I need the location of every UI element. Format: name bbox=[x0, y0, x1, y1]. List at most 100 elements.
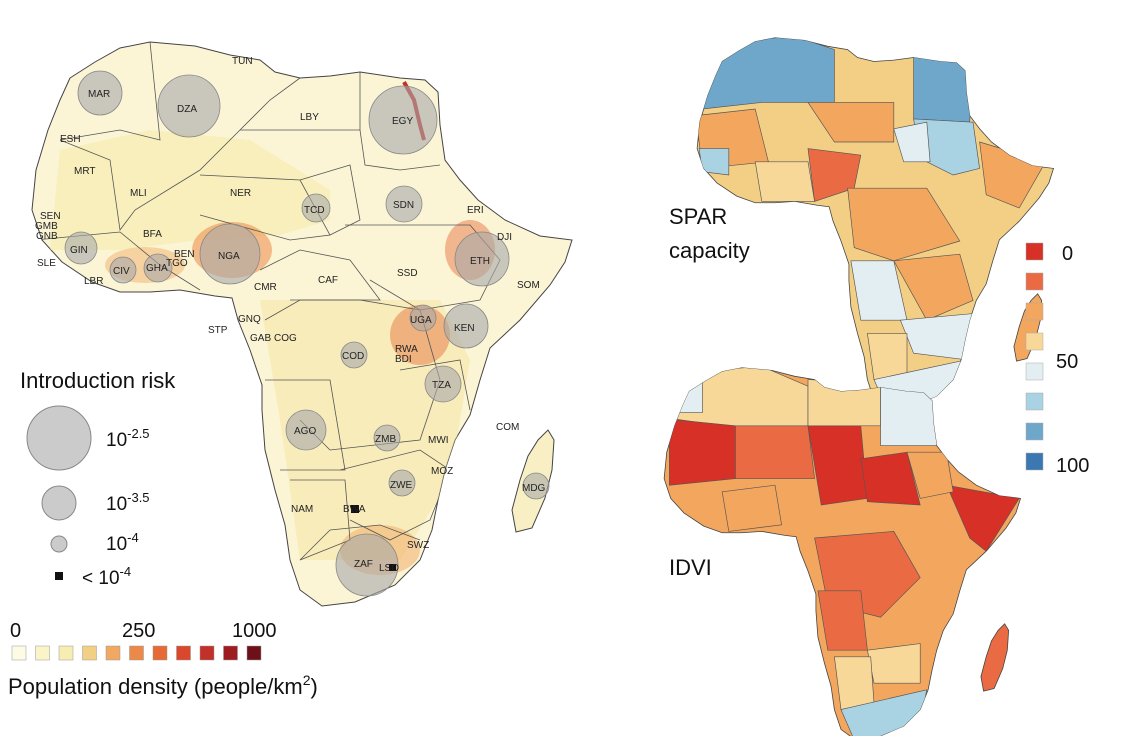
country-label-caf: CAF bbox=[318, 275, 338, 286]
spar-map-label-line2: capacity bbox=[669, 238, 750, 263]
risk-bubble-mdg bbox=[522, 472, 550, 500]
country-label-mar: MAR bbox=[88, 89, 110, 100]
risk-legend-marker bbox=[55, 572, 63, 580]
country-label-ssd: SSD bbox=[397, 268, 418, 279]
country-label-sdn: SDN bbox=[393, 200, 414, 211]
country-label-gmb: GMB bbox=[35, 221, 58, 232]
score-color-swatches bbox=[1025, 242, 1044, 471]
country-label-com: COM bbox=[496, 422, 519, 433]
density-swatch-6 bbox=[152, 645, 168, 661]
idvi-map bbox=[663, 367, 1021, 741]
score-swatch-7 bbox=[1025, 452, 1044, 471]
country-labels: TUN MAR DZA LBY EGY ESH MRT MLI NER TCD SDN ERI DJI S… bbox=[35, 56, 546, 574]
density-swatch-4 bbox=[105, 645, 121, 661]
risk-legend-title: Introduction risk bbox=[20, 368, 176, 393]
score-swatch-2 bbox=[1025, 302, 1044, 321]
country-label-gin: GIN bbox=[70, 245, 88, 256]
risk-bubbles bbox=[64, 70, 550, 597]
country-label-gnq: GNQ bbox=[238, 314, 261, 325]
country-label-zwe: ZWE bbox=[390, 480, 413, 491]
risk-bubble-eth bbox=[454, 231, 510, 287]
risk-bubble-gin bbox=[64, 231, 98, 265]
introduction-risk-legend: Introduction risk 10-2.5 10-3.5 10-4 < 1… bbox=[20, 368, 176, 589]
country-label-tcd: TCD bbox=[304, 205, 325, 216]
country-label-som: SOM bbox=[517, 280, 540, 291]
country-label-dji: DJI bbox=[497, 232, 512, 243]
risk-bubble-tcd bbox=[301, 193, 331, 223]
risk-legend-bubble-small bbox=[50, 535, 68, 553]
country-label-tza: TZA bbox=[432, 380, 451, 391]
country-label-moz: MOZ bbox=[431, 466, 453, 477]
risk-legend-label-1: 10-2.5 bbox=[106, 426, 150, 451]
risk-legend-bubble-medium bbox=[41, 485, 77, 521]
country-label-gha: GHA bbox=[146, 263, 168, 274]
score-swatch-3 bbox=[1025, 332, 1044, 351]
risk-legend-bubble-large bbox=[26, 405, 92, 471]
density-swatch-7 bbox=[176, 645, 191, 661]
risk-bubble-sdn bbox=[385, 185, 423, 223]
country-label-cod: COD bbox=[342, 351, 364, 362]
spar-capacity-map bbox=[696, 37, 1054, 411]
country-label-ago: AGO bbox=[294, 426, 316, 437]
country-label-esh: ESH bbox=[60, 134, 81, 145]
country-label-cog: COG bbox=[274, 333, 297, 344]
risk-bubble-nga bbox=[199, 223, 261, 285]
country-label-lby: LBY bbox=[300, 112, 319, 123]
country-label-tun: TUN bbox=[232, 56, 253, 67]
density-legend-title: Population density (people/km2) bbox=[8, 672, 318, 699]
country-label-sle: SLE bbox=[37, 258, 56, 269]
density-tick-1000: 1000 bbox=[232, 620, 277, 642]
country-label-bwa: BWA bbox=[343, 504, 366, 515]
country-label-gnb: GNB bbox=[36, 231, 58, 242]
country-label-swz: SWZ bbox=[407, 540, 429, 551]
idvi-map-label: IDVI bbox=[669, 555, 712, 580]
country-label-lbr: LBR bbox=[84, 276, 103, 287]
density-tick-0: 0 bbox=[10, 620, 21, 642]
risk-bubble-tza bbox=[424, 365, 462, 403]
risk-bubble-mar bbox=[77, 70, 123, 116]
score-swatch-5 bbox=[1025, 392, 1044, 411]
country-borders bbox=[34, 42, 501, 561]
country-label-bfa: BFA bbox=[143, 229, 162, 240]
country-label-mwi: MWI bbox=[428, 435, 449, 446]
score-swatch-4 bbox=[1025, 362, 1044, 381]
risk-marker-lso bbox=[389, 564, 396, 571]
country-label-cmr: CMR bbox=[254, 282, 277, 293]
risk-bubble-civ bbox=[109, 256, 137, 284]
density-swatch-2 bbox=[58, 645, 74, 661]
density-swatch-3 bbox=[82, 645, 97, 661]
score-swatch-1 bbox=[1025, 272, 1044, 291]
country-label-ner: NER bbox=[230, 188, 251, 199]
density-tick-250: 250 bbox=[122, 620, 155, 642]
density-swatch-5 bbox=[129, 645, 144, 661]
score-label-50: 50 bbox=[1056, 351, 1078, 373]
density-swatch-9 bbox=[223, 645, 238, 661]
score-color-legend: 0 50 100 bbox=[1025, 242, 1089, 477]
risk-bubble-gha bbox=[143, 253, 173, 283]
density-swatch-8 bbox=[199, 645, 215, 661]
country-label-sen: SEN bbox=[40, 211, 61, 222]
score-label-0: 0 bbox=[1062, 243, 1073, 265]
country-label-stp: STP bbox=[208, 325, 228, 336]
country-label-mli: MLI bbox=[130, 188, 147, 199]
density-swatch-0 bbox=[11, 645, 27, 661]
risk-bubble-zmb bbox=[373, 424, 401, 452]
density-swatch-10 bbox=[246, 645, 262, 661]
risk-bubble-dza bbox=[157, 74, 221, 138]
density-swatch-1 bbox=[35, 645, 50, 661]
score-swatch-6 bbox=[1025, 422, 1044, 441]
country-label-lso: LSO bbox=[379, 563, 399, 574]
risk-bubble-egy bbox=[368, 85, 438, 155]
risk-legend-label-4: < 10-4 bbox=[82, 564, 131, 589]
risk-bubble-zaf bbox=[335, 533, 399, 597]
country-label-gab: GAB bbox=[250, 333, 271, 344]
country-label-nga: NGA bbox=[218, 251, 240, 262]
country-label-ben: BEN bbox=[174, 249, 195, 260]
country-label-eth: ETH bbox=[470, 256, 490, 267]
country-label-rwa: RWA bbox=[395, 344, 418, 355]
risk-marker-bwa bbox=[351, 505, 359, 513]
country-label-mdg: MDG bbox=[522, 483, 546, 494]
score-label-100: 100 bbox=[1056, 455, 1089, 477]
